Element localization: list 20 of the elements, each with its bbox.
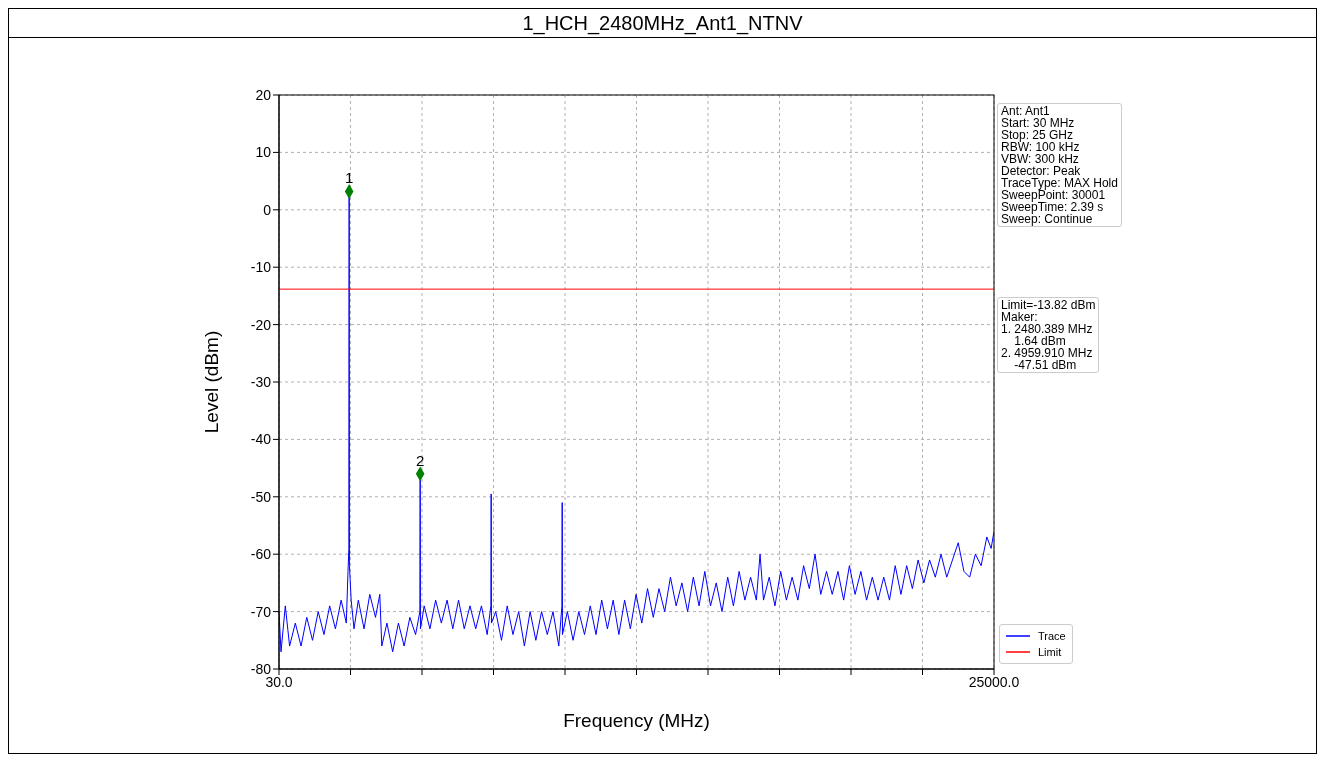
- y-tick-label: 0: [263, 201, 272, 218]
- x-tick-label: 25000.0: [968, 673, 1020, 690]
- y-axis-title: Level (dBm): [200, 330, 222, 434]
- text: Limit=-13.82 dBm Maker: 1. 2480.389 MHz 1.64 dBm 2. 4959.910 MHz -47.51 dBm: [997, 297, 1100, 373]
- legend-label: Limit: [1038, 645, 1062, 660]
- y-tick-label: -30: [250, 373, 272, 390]
- y-tick-label: -50: [250, 488, 272, 505]
- y-tick-label: -40: [250, 431, 272, 448]
- y-tick-label: -70: [250, 603, 272, 620]
- y-tick-label: -60: [250, 546, 272, 563]
- y-tick-label: -10: [250, 259, 272, 276]
- annotation: 2: [416, 451, 425, 469]
- y-tick-label: 20: [255, 86, 272, 103]
- text: Ant: Ant1 Start: 30 MHz Stop: 25 GHz RBW: 100 kHz VBW: 300 kHz Detector: Peak TraceType: MAX Hold SweepPoint: 30001 SweepTime: 2.39 s Sweep: Continue: [1001, 104, 1118, 226]
- legend-label: Trace: [1038, 629, 1066, 644]
- chart-title: 1_HCH_2480MHz_Ant1_NTNV: [9, 9, 1316, 38]
- x-axis-title: Frequency (MHz): [563, 710, 710, 731]
- y-tick-label: 10: [255, 144, 272, 161]
- y-tick-label: -20: [250, 316, 272, 333]
- annotation: 1: [344, 169, 354, 187]
